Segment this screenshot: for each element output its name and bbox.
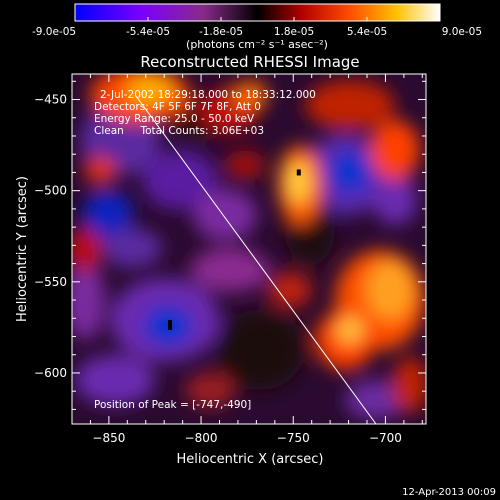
y-tick-label: −600 (34, 366, 67, 380)
x-tick-label: −700 (369, 431, 402, 445)
chart-title: Reconstructed RHESSI Image (140, 53, 359, 71)
y-tick-label: −500 (34, 184, 67, 198)
footer-timestamp: 12-Apr-2013 00:09 (402, 487, 496, 498)
colorbar-tick-label: 5.4e-05 (347, 26, 387, 38)
annotation-energy-range: Energy Range: 25.0 - 50.0 keV (94, 113, 255, 125)
colorbar-tick-label: -9.0e-05 (32, 26, 76, 38)
x-tick-label: −750 (277, 431, 310, 445)
x-tick-label: −850 (92, 431, 125, 445)
y-axis-title: Heliocentric Y (arcsec) (15, 176, 30, 322)
plot-frame (71, 73, 427, 425)
colorbar-units: (photons cm⁻² s⁻¹ asec⁻²) (186, 38, 328, 51)
x-axis-title: Heliocentric X (arcsec) (177, 452, 324, 467)
peak-marker (296, 169, 301, 176)
y-tick-label: −450 (34, 93, 67, 107)
colorbar (74, 3, 441, 22)
peak-position-label: Position of Peak = [-747,-490] (94, 399, 251, 411)
x-tick-label: −800 (185, 431, 218, 445)
y-axis: −450 −500 −550 −600 (34, 80, 426, 410)
colorbar-ticks: -9.0e-05 -5.4e-05 -1.8e-05 1.8e-05 5.4e-05 9.… (32, 17, 482, 38)
colorbar-tick-label: -1.8e-05 (199, 26, 243, 38)
heatmap-image (72, 74, 426, 424)
x-axis: −850 −800 −750 −700 (89, 74, 423, 445)
minimum-marker (168, 320, 172, 330)
annotation-detectors: Detectors: 4F 5F 6F 7F 8F, Att 0 (94, 101, 261, 113)
info-annotations: 2-Jul-2002 18:29:18.000 to 18:33:12.000 … (94, 89, 316, 137)
y-tick-label: −550 (34, 275, 67, 289)
colorbar-tick-label: 9.0e-05 (442, 26, 482, 38)
colorbar-tick-label: 1.8e-05 (274, 26, 314, 38)
annotation-time-range: 2-Jul-2002 18:29:18.000 to 18:33:12.000 (100, 89, 316, 101)
colorbar-tick-label: -5.4e-05 (126, 26, 170, 38)
annotation-clean-counts: Clean Total Counts: 3.06E+03 (94, 125, 264, 137)
solar-limb-line (135, 95, 377, 424)
